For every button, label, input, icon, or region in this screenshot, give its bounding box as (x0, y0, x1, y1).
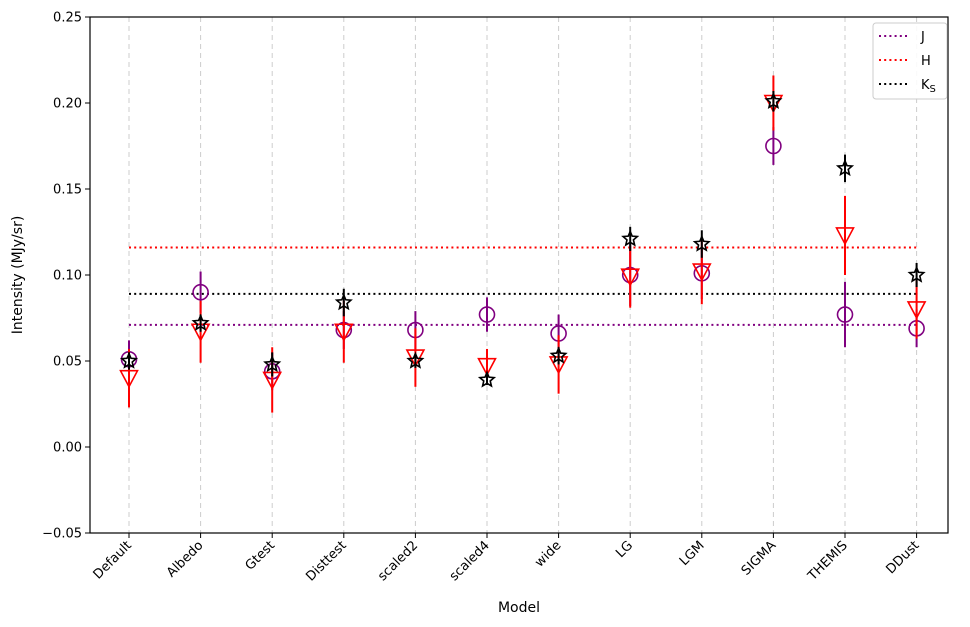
legend-label-H: H (921, 54, 931, 69)
y-tick-label: 0.00 (53, 441, 82, 456)
point-Ks-scaled2 (406, 351, 425, 369)
point-H-LGM (691, 263, 712, 282)
point-H-Default (119, 369, 139, 389)
point-H-DDust (906, 301, 927, 320)
point-Ks-wide (549, 346, 568, 364)
x-axis-label: Model (498, 600, 540, 616)
point-H-THEMIS (835, 227, 855, 246)
point-J-Albedo (192, 283, 209, 301)
data-marks (119, 75, 927, 413)
point-Ks-SIGMA (764, 91, 783, 110)
y-tick-label: −0.05 (42, 527, 82, 542)
point-Ks-THEMIS (835, 158, 855, 177)
point-Ks-Default (119, 351, 139, 369)
point-Ks-scaled4 (477, 370, 497, 388)
legend-box (872, 22, 948, 100)
point-Ks-Albedo (191, 313, 210, 331)
point-H-Disttest (333, 323, 354, 342)
point-Ks-LGM (692, 234, 711, 252)
y-tick-label: 0.25 (53, 11, 82, 26)
legend: JH KS (872, 22, 948, 100)
point-H-scaled4 (477, 357, 497, 377)
y-tick-label: 0.10 (53, 269, 82, 284)
legend-label-Ks: KS (921, 78, 936, 95)
point-Ks-Gtest (263, 354, 282, 373)
point-Ks-DDust (907, 265, 926, 283)
point-H-LG (620, 268, 641, 287)
reference-lines (129, 246, 917, 326)
point-J-THEMIS (836, 306, 854, 323)
point-Ks-LG (621, 229, 640, 247)
y-tick-label: 0.15 (53, 183, 82, 198)
point-J-scaled4 (478, 306, 496, 323)
point-J-SIGMA (765, 137, 782, 155)
legend-label-J: J (920, 30, 925, 45)
y-tick-label: 0.05 (53, 355, 82, 370)
y-axis-label: Intensity (MJy/sr) (10, 216, 26, 335)
series-Ks (119, 90, 926, 388)
point-Ks-Disttest (334, 292, 353, 311)
y-tick-label: 0.20 (53, 97, 82, 112)
